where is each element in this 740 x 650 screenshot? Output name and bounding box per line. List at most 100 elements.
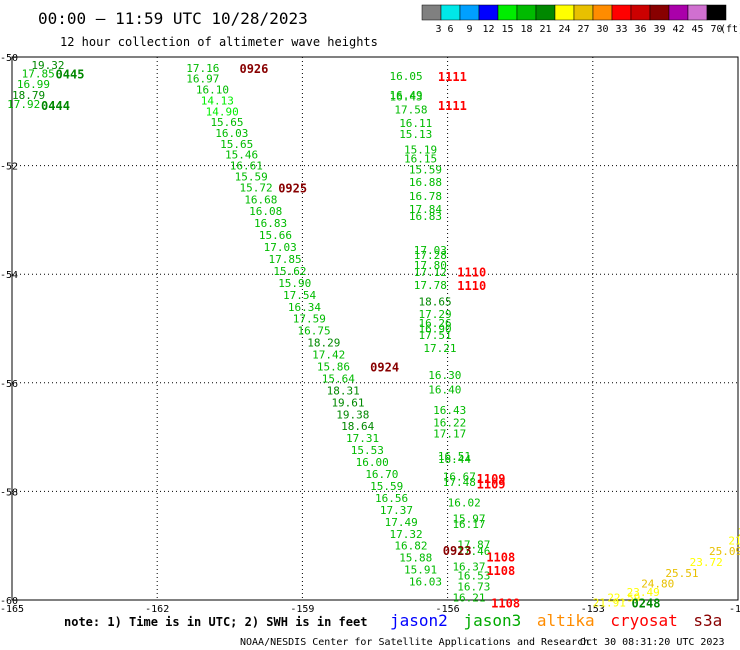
swh-value: 18.29 xyxy=(307,337,340,350)
legend-swatch xyxy=(459,4,480,21)
swh-value: 17.17 xyxy=(433,427,466,440)
swh-value: 16.44 xyxy=(438,453,471,466)
pass-time-label: 1108 xyxy=(491,597,520,611)
swh-value: 16.78 xyxy=(409,190,442,203)
legend-label: 24 xyxy=(558,24,570,35)
swh-value: 16.26 xyxy=(419,317,452,330)
swh-value: 25.51 xyxy=(665,567,698,580)
pass-time-label: 1111 xyxy=(438,99,467,113)
swh-value: 23.49 xyxy=(627,586,660,599)
axis-ticks: -165 -162 -159 -156 -153 -15 -50 -52 -54 -56 -58 -6… xyxy=(0,53,740,615)
pass-time-label: 0445 xyxy=(56,67,85,81)
legend-swatch xyxy=(668,4,689,21)
legend-swatch xyxy=(611,4,632,21)
x-tick-label: -165 xyxy=(0,604,24,615)
swh-value: 15.88 xyxy=(399,552,432,565)
legend-swatch xyxy=(630,4,651,21)
legend-label: 39 xyxy=(653,24,665,35)
legend-label: 15 xyxy=(501,24,513,35)
swh-value: 17.16 xyxy=(186,62,219,75)
swh-value: 16.05 xyxy=(390,70,423,83)
footer-timestamp: Oct 30 08:31:20 UTC 2023 xyxy=(580,637,725,648)
swh-value: 15.86 xyxy=(317,361,350,374)
swh-value: 17.31 xyxy=(346,432,379,445)
x-tick-label: -156 xyxy=(436,604,460,615)
pass-time-label: 0248 xyxy=(632,597,661,611)
legend-unit: (ft) xyxy=(720,24,740,35)
swh-value: 17.28 xyxy=(414,249,447,262)
pass-time-label: 1111 xyxy=(438,70,467,84)
swh-value: 17.46 xyxy=(457,545,490,558)
swh-value: 16.43 xyxy=(390,91,423,104)
legend-label: 45 xyxy=(691,24,703,35)
swh-value: 17.58 xyxy=(394,104,427,117)
legend-swatch xyxy=(554,4,575,21)
sat-jason3: jason3 xyxy=(463,611,521,630)
x-tick-label: -159 xyxy=(290,604,314,615)
grid-lines xyxy=(12,57,738,600)
pass-time-label: 1108 xyxy=(486,564,515,578)
pass-time-label: 0444 xyxy=(41,99,70,113)
legend-swatch xyxy=(535,4,556,21)
swh-value: 18.79 xyxy=(12,89,45,102)
sat-cryosat: cryosat xyxy=(610,611,677,630)
sat-jason2: jason2 xyxy=(390,611,448,630)
pass-time-label: 0923 xyxy=(443,544,472,558)
swh-value: 14.90 xyxy=(206,105,239,118)
swh-value: 16.37 xyxy=(452,560,485,573)
swh-value: 16.43 xyxy=(433,404,466,417)
swh-value: 16.97 xyxy=(186,73,219,86)
swh-value: 17.51 xyxy=(419,329,452,342)
x-tick-label: -15 xyxy=(729,604,740,615)
pass-time-label: 0924 xyxy=(370,361,399,375)
swh-value: 17.03 xyxy=(414,244,447,257)
swh-value: 16.03 xyxy=(215,127,248,140)
swh-value: 16.34 xyxy=(288,301,321,314)
legend-swatch xyxy=(649,4,670,21)
swh-value: 18.64 xyxy=(341,420,374,433)
legend-swatch xyxy=(478,4,499,21)
swh-value: 16.68 xyxy=(244,193,277,206)
swh-value: 16.11 xyxy=(399,117,432,130)
swh-value: 15.90 xyxy=(278,277,311,290)
legend-swatch xyxy=(687,4,708,21)
swh-value: 16.40 xyxy=(428,383,461,396)
legend-label: 18 xyxy=(520,24,532,35)
legend-label: 33 xyxy=(615,24,627,35)
swh-value: 16.53 xyxy=(457,570,490,583)
swh-value: 15.65 xyxy=(210,116,243,129)
swh-value: 16.08 xyxy=(249,205,282,218)
y-tick-label: -54 xyxy=(0,270,18,281)
swh-value: 17.32 xyxy=(390,528,423,541)
swh-value: 17.92 xyxy=(7,98,40,111)
legend-label: 30 xyxy=(596,24,608,35)
swh-value: 15.72 xyxy=(239,181,272,194)
swh-value: 19.32 xyxy=(31,59,64,72)
y-tick-label: -50 xyxy=(0,53,18,64)
swh-value: 16.61 xyxy=(230,160,263,173)
legend-label: 3 xyxy=(435,24,441,35)
note-text: note: 1) Time is in UTC; 2) SWH is in fe… xyxy=(64,615,367,629)
swh-value: 17.12 xyxy=(414,266,447,279)
swh-value: 24.80 xyxy=(641,578,674,591)
pass-time-label: 1110 xyxy=(457,279,486,293)
legend-label: 9 xyxy=(466,24,472,35)
swh-value: 17.03 xyxy=(264,241,297,254)
swh-value: 16.03 xyxy=(409,576,442,589)
swh-value: 22.59 xyxy=(607,591,640,604)
swh-value: 19.38 xyxy=(336,408,369,421)
sat-altika: altika xyxy=(537,611,595,630)
swh-value: 17.80 xyxy=(414,259,447,272)
swh-value: 15.59 xyxy=(370,480,403,493)
swh-value: 15.64 xyxy=(322,372,355,385)
swh-value: 16.00 xyxy=(356,456,389,469)
legend-label: 21 xyxy=(539,24,551,35)
swh-value: 16.02 xyxy=(448,496,481,509)
swh-value: 16.90 xyxy=(419,323,452,336)
plot-frame xyxy=(11,56,739,601)
swh-value: 17.48 xyxy=(443,476,476,489)
swh-value: 18.65 xyxy=(419,295,452,308)
swh-value: 16.17 xyxy=(452,518,485,531)
swh-value: 15.59 xyxy=(409,163,442,176)
